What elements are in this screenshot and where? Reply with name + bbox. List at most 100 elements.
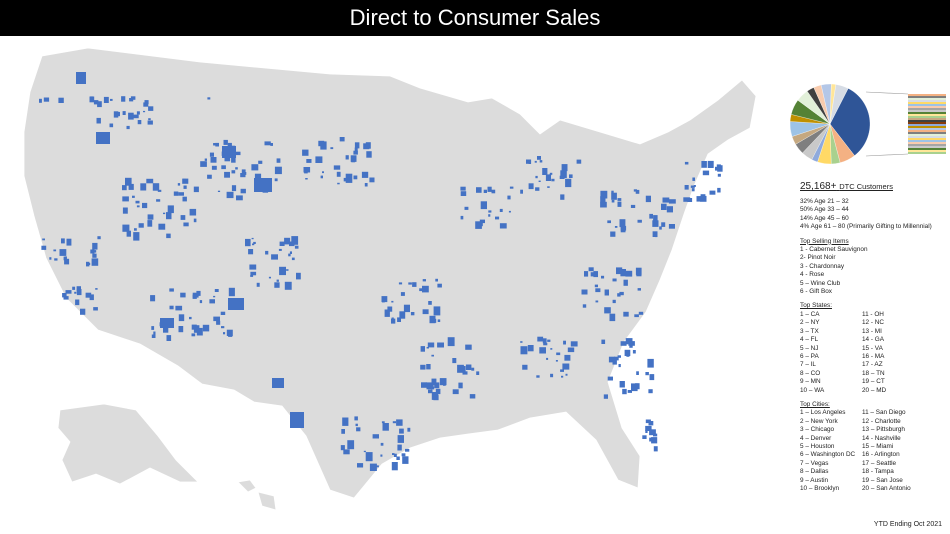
customer-region-marker [460,191,467,196]
customer-region-marker [53,249,57,252]
customer-region-marker [627,390,632,393]
stacked-bar-segment [908,126,946,128]
customer-region-marker [75,299,80,306]
customer-region-marker [581,289,588,295]
customer-region-marker [354,142,360,149]
customer-region-marker [537,156,541,160]
customer-region-marker [603,394,608,399]
customer-region-marker [600,196,606,203]
customer-region-marker [226,329,233,336]
customer-region-marker [499,223,507,229]
customer-region-marker [330,147,334,150]
customer-region-marker [213,143,216,146]
customer-region-marker [227,142,232,147]
customer-region-marker [437,342,444,348]
customer-region-marker [600,190,608,199]
customer-region-marker [717,187,721,193]
list-item: 14 - GA [862,336,885,344]
customer-region-marker [286,269,289,271]
customer-region-marker [537,336,544,342]
customer-region-marker [221,326,225,329]
customer-region-marker [488,214,491,217]
stacked-bar-segment [908,128,946,130]
customer-region-marker [354,416,358,421]
customer-region-marker [464,206,469,210]
list-item: 10 – Brooklyn [800,485,840,492]
customer-region-marker [638,311,644,315]
customer-region-marker [122,207,128,214]
customer-region-marker [636,387,639,389]
customer-region-marker [560,194,565,200]
customer-region-marker [96,132,110,144]
customer-region-marker [642,435,647,439]
customer-region-marker [191,324,197,330]
customer-region-marker [632,350,636,354]
customer-region-marker [274,166,282,175]
customer-region-marker [284,281,292,290]
customer-region-marker [391,317,394,319]
customer-region-marker [535,187,540,191]
customer-region-marker [690,185,695,188]
customer-region-marker [240,188,246,194]
customer-region-marker [128,183,134,190]
customer-region-marker [110,98,113,101]
customer-region-marker [49,257,52,260]
customer-region-marker [437,319,441,322]
land-shape [237,479,257,493]
customer-region-marker [235,167,238,170]
customer-region-marker [365,452,373,462]
customer-region-marker [129,98,134,102]
customer-region-marker [452,389,459,395]
customer-region-marker [539,160,543,163]
customer-region-marker [637,219,642,223]
top-states-title: Top States: [800,302,832,310]
customer-region-marker [565,178,572,188]
customer-region-marker [536,375,540,378]
customer-region-marker [85,292,92,298]
customer-region-marker [350,155,357,162]
customer-region-marker [193,186,199,193]
customer-region-marker [439,378,447,386]
stacked-bar-segment [908,144,946,146]
page-title: Direct to Consumer Sales [0,0,950,36]
customer-region-marker [717,165,723,172]
customer-region-marker [290,412,304,428]
customer-region-marker [693,185,696,187]
customer-region-marker [128,112,134,120]
customer-region-marker [593,271,598,278]
customer-region-marker [231,170,236,174]
list-item: 16 - MA [862,352,885,360]
stacked-bar-segment [908,102,946,104]
customer-region-marker [122,111,126,115]
customer-region-marker [653,446,658,452]
customer-region-marker [702,170,710,176]
customer-region-marker [717,173,721,177]
customer-region-marker [487,186,492,192]
customer-region-marker [380,442,384,446]
customer-region-marker [610,231,616,237]
pie-slice [829,84,849,125]
customer-region-marker [122,224,130,232]
customer-region-marker [231,157,236,163]
customer-region-marker [223,332,226,335]
customer-region-marker [399,428,404,434]
customer-region-marker [648,421,654,426]
stacked-bar-segment [908,138,946,140]
customer-region-marker [636,270,642,277]
customer-region-marker [607,376,613,381]
customer-region-marker [684,161,689,165]
customer-region-marker [210,158,216,163]
customer-region-marker [564,354,571,361]
list-item: 6 – PA [800,352,819,360]
customer-region-marker [305,178,308,180]
customer-region-marker [629,343,633,348]
list-item: 10 – WA [800,386,825,394]
customer-region-marker [408,282,412,285]
customer-region-marker [39,98,42,103]
customer-region-marker [296,272,301,280]
customer-region-marker [457,364,464,373]
customer-region-marker [303,167,311,173]
list-item: 7 – Vegas [800,459,829,467]
customer-region-marker [343,449,350,455]
customer-region-marker [182,196,187,202]
